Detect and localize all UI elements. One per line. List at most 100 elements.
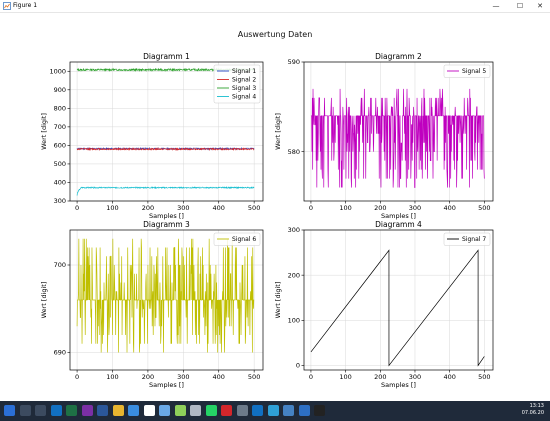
- y-tick-label: 580: [288, 148, 300, 156]
- legend-label: Signal 6: [232, 236, 256, 243]
- y-tick-label: 1000: [49, 67, 66, 75]
- taskbar-excel-icon[interactable]: [66, 405, 77, 416]
- close-button[interactable]: ✕: [537, 2, 543, 10]
- taskbar-outlook2-icon[interactable]: [252, 405, 263, 416]
- x-tick-label: 0: [309, 204, 313, 212]
- legend-label: Signal 5: [462, 68, 486, 75]
- x-tick-label: 0: [75, 204, 79, 212]
- figure-charts: 0 100 200 300 400 500 300 400 500 600 700 800 900 100…: [40, 52, 494, 389]
- taskbar-word-icon[interactable]: [97, 405, 108, 416]
- window-title: Figure 1: [13, 2, 38, 9]
- x-tick-label: 100: [106, 373, 118, 381]
- y-axis-label: Wert [digit]: [274, 282, 282, 319]
- taskbar-app6-icon[interactable]: [236, 405, 248, 416]
- minimize-button[interactable]: —: [492, 2, 500, 10]
- plot-frame: [303, 61, 494, 202]
- window-titlebar: Figure 1 — ☐ ✕: [0, 0, 550, 13]
- x-tick-label: 0: [309, 373, 313, 381]
- chart-2: 0 100 200 300 400 500 580 590 Diagramm 2 Samples …: [274, 52, 494, 220]
- taskbar-outlook-icon[interactable]: [50, 405, 62, 416]
- y-tick-label: 690: [54, 349, 66, 357]
- x-tick-label: 300: [409, 204, 421, 212]
- x-tick-label: 400: [443, 204, 455, 212]
- x-tick-label: 200: [374, 204, 386, 212]
- y-axis-label: Wert [digit]: [274, 113, 282, 150]
- taskbar-python-icon[interactable]: [283, 405, 294, 416]
- chart-1: 0 100 200 300 400 500 300 400 500 600 700 800 900 100…: [40, 52, 264, 220]
- y-tick-label: 200: [288, 271, 300, 279]
- x-tick-label: 400: [443, 373, 455, 381]
- taskbar-task-view-icon[interactable]: [35, 405, 46, 416]
- y-tick-label: 900: [54, 86, 66, 94]
- y-tick-label: 400: [54, 179, 66, 187]
- y-tick-label: 300: [288, 226, 300, 234]
- figure-canvas: Auswertung Daten 0 100 200 300 400 500 300 400 5…: [0, 13, 550, 401]
- y-axis-label: Wert [digit]: [40, 282, 48, 319]
- taskbar-start-icon[interactable]: [4, 405, 15, 416]
- y-tick-label: 300: [54, 197, 66, 205]
- legend-box: [213, 232, 261, 246]
- taskbar-acrobat-icon[interactable]: [221, 405, 232, 416]
- x-tick-label: 0: [75, 373, 79, 381]
- x-axis-label: Samples []: [149, 381, 184, 389]
- x-tick-label: 400: [213, 204, 225, 212]
- legend: Signal 5: [443, 64, 491, 78]
- taskbar-explorer-icon[interactable]: [112, 405, 124, 416]
- series-line-signal-2: [76, 147, 255, 152]
- x-tick-label: 300: [409, 373, 421, 381]
- taskbar-whatsapp-icon[interactable]: [205, 405, 217, 416]
- y-axis-label: Wert [digit]: [40, 113, 48, 150]
- series-line-signal-7: [310, 249, 485, 367]
- taskbar: 13:13 07.06.20: [0, 401, 550, 421]
- figure-app-icon: [3, 2, 11, 10]
- x-tick-label: 300: [177, 373, 189, 381]
- chart-title: Diagramm 1: [143, 52, 190, 61]
- y-tick-label: 590: [288, 58, 300, 66]
- taskbar-clock[interactable]: 13:13 07.06.20: [522, 403, 544, 417]
- x-tick-label: 300: [177, 204, 189, 212]
- chart-title: Diagramm 2: [375, 52, 422, 61]
- legend: Signal 6: [213, 232, 261, 246]
- clock-time: 13:13: [529, 403, 544, 409]
- legend-box: [443, 64, 491, 78]
- taskbar-search-icon[interactable]: [19, 405, 31, 416]
- maximize-button[interactable]: ☐: [516, 2, 524, 10]
- taskbar-app7-icon[interactable]: [298, 405, 310, 416]
- series-line-signal-4: [76, 186, 255, 196]
- taskbar-app8-icon[interactable]: [314, 405, 325, 416]
- taskbar-onenote-icon[interactable]: [81, 405, 93, 416]
- y-tick-label: 700: [54, 123, 66, 131]
- x-tick-label: 100: [339, 204, 351, 212]
- y-tick-label: 700: [54, 261, 66, 269]
- legend-label: Signal 3: [232, 85, 256, 92]
- legend-label: Signal 4: [232, 94, 256, 101]
- x-tick-label: 200: [374, 373, 386, 381]
- x-tick-label: 100: [106, 204, 118, 212]
- taskbar-app5-icon[interactable]: [190, 405, 201, 416]
- chart-3: 0 100 200 300 400 500 690 700 Diagramm 3 Samples …: [40, 220, 264, 389]
- y-tick-label: 100: [288, 317, 300, 325]
- taskbar-app4-icon[interactable]: [174, 405, 186, 416]
- plot-frame: [69, 229, 264, 371]
- x-tick-label: 100: [339, 373, 351, 381]
- taskbar-app3-icon[interactable]: [159, 405, 170, 416]
- taskbar-app2-icon[interactable]: [143, 405, 155, 416]
- y-tick-label: 0: [296, 362, 300, 370]
- chart-title: Diagramm 3: [143, 220, 190, 229]
- figure-suptitle: Auswertung Daten: [237, 30, 313, 39]
- legend-box: [443, 232, 491, 246]
- clock-date: 07.06.20: [521, 410, 544, 416]
- x-tick-label: 500: [248, 373, 260, 381]
- x-tick-label: 500: [478, 373, 490, 381]
- taskbar-app1-icon[interactable]: [128, 405, 139, 416]
- x-tick-label: 200: [142, 373, 154, 381]
- legend: Signal 7: [443, 232, 491, 246]
- taskbar-edge-icon[interactable]: [267, 405, 279, 416]
- y-tick-label: 600: [54, 142, 66, 150]
- legend-box: [213, 64, 261, 104]
- plot-frame: [303, 229, 494, 371]
- legend-label: Signal 2: [232, 77, 256, 84]
- x-tick-label: 500: [478, 204, 490, 212]
- series-line-signal-6: [76, 238, 255, 353]
